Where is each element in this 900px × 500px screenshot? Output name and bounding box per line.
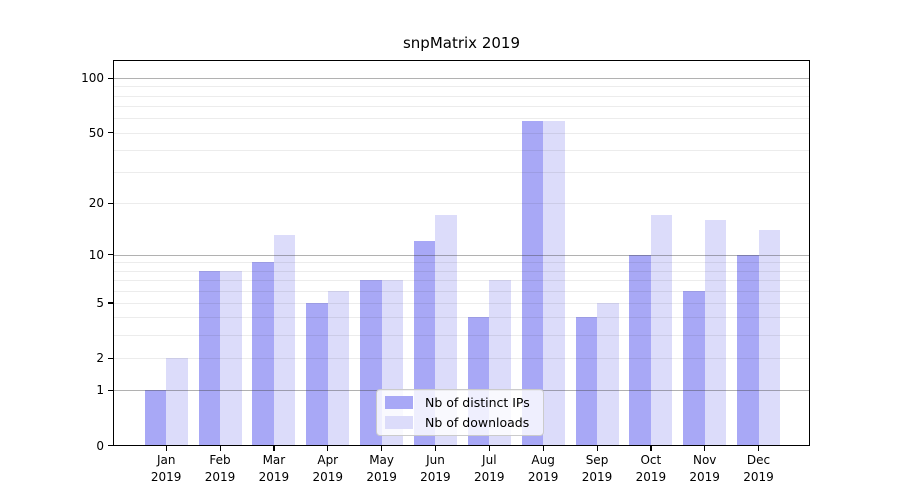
chart-title: snpMatrix 2019 bbox=[402, 34, 520, 52]
x-tick-label-feb: Feb 2019 bbox=[204, 453, 236, 484]
gridline-7 bbox=[114, 279, 809, 281]
bar-downloads-nov bbox=[704, 219, 727, 445]
y-tick-50 bbox=[108, 132, 113, 134]
bar-distinct-ips-sep bbox=[575, 317, 597, 445]
x-tick-jul bbox=[488, 446, 490, 451]
y-tick-label-1: 1 bbox=[96, 383, 104, 398]
x-tick-aug bbox=[542, 446, 544, 451]
x-tick-label-apr: Apr 2019 bbox=[312, 453, 344, 484]
x-tick-label-jul: Jul 2019 bbox=[474, 453, 505, 484]
y-tick-0 bbox=[108, 445, 113, 447]
bar-downloads-apr bbox=[327, 290, 350, 445]
x-tick-label-dec: Dec 2019 bbox=[743, 453, 774, 484]
bar-downloads-oct bbox=[650, 215, 673, 445]
legend-swatch-downloads bbox=[385, 416, 413, 429]
y-tick-2 bbox=[108, 357, 113, 359]
y-tick-1 bbox=[108, 389, 113, 391]
gridline-9 bbox=[114, 262, 809, 264]
x-tick-jan bbox=[165, 446, 167, 451]
y-tick-label-2: 2 bbox=[96, 351, 104, 366]
y-tick-100 bbox=[108, 77, 113, 79]
x-tick-oct bbox=[650, 446, 652, 451]
gridline-6 bbox=[114, 290, 809, 292]
x-tick-jun bbox=[434, 446, 437, 451]
gridline-80 bbox=[114, 95, 809, 97]
x-tick-apr bbox=[327, 446, 329, 451]
bar-downloads-jan bbox=[166, 358, 188, 445]
legend-item-downloads: Nb of downloads bbox=[385, 415, 543, 430]
y-tick-label-50: 50 bbox=[88, 125, 104, 140]
bar-downloads-jun bbox=[435, 215, 457, 445]
bar-downloads-feb bbox=[220, 270, 242, 445]
bar-distinct-ips-dec bbox=[737, 254, 759, 445]
gridline-30 bbox=[114, 172, 809, 174]
bar-downloads-dec bbox=[758, 229, 781, 445]
y-tick-label-20: 20 bbox=[88, 196, 104, 211]
x-tick-label-jun: Jun 2019 bbox=[420, 453, 451, 484]
gridline-70 bbox=[114, 106, 809, 108]
gridline-5 bbox=[114, 302, 809, 304]
x-tick-label-aug: Aug 2019 bbox=[527, 453, 559, 484]
gridline-3 bbox=[114, 335, 809, 337]
bar-distinct-ips-nov bbox=[683, 290, 705, 445]
bar-downloads-aug bbox=[543, 120, 565, 445]
x-tick-label-mar: Mar 2019 bbox=[258, 453, 290, 484]
gridline-2 bbox=[114, 358, 809, 360]
gridline-60 bbox=[114, 118, 809, 120]
x-tick-may bbox=[381, 446, 383, 451]
gridline-100 bbox=[114, 78, 809, 80]
x-tick-sep bbox=[596, 446, 598, 451]
y-tick-label-10: 10 bbox=[88, 247, 104, 262]
gridline-4 bbox=[114, 317, 809, 319]
x-tick-label-nov: Nov 2019 bbox=[689, 453, 720, 484]
x-tick-label-may: May 2019 bbox=[366, 453, 397, 484]
x-tick-mar bbox=[273, 446, 275, 451]
y-tick-20 bbox=[108, 202, 113, 204]
gridline-10 bbox=[114, 254, 809, 256]
legend-label-distinct-ips: Nb of distinct IPs bbox=[425, 395, 530, 410]
bar-distinct-ips-apr bbox=[306, 302, 328, 445]
legend-label-downloads: Nb of downloads bbox=[425, 415, 530, 430]
y-tick-10 bbox=[108, 254, 113, 256]
gridline-50 bbox=[114, 132, 809, 134]
y-tick-label-5: 5 bbox=[96, 295, 104, 310]
bar-downloads-mar bbox=[273, 235, 296, 445]
legend-swatch-distinct-ips bbox=[385, 396, 413, 409]
legend: Nb of distinct IPs Nb of downloads bbox=[376, 389, 544, 436]
bar-distinct-ips-feb bbox=[198, 270, 221, 445]
y-tick-5 bbox=[108, 302, 113, 304]
x-tick-label-oct: Oct 2019 bbox=[635, 453, 667, 484]
legend-item-distinct-ips: Nb of distinct IPs bbox=[385, 395, 543, 410]
x-tick-label-sep: Sep 2019 bbox=[581, 453, 613, 484]
y-tick-label-0: 0 bbox=[96, 438, 104, 453]
x-tick-feb bbox=[219, 446, 221, 451]
x-tick-label-jan: Jan 2019 bbox=[150, 453, 182, 484]
bar-downloads-sep bbox=[597, 302, 619, 445]
gridline-8 bbox=[114, 270, 809, 272]
y-tick-label-100: 100 bbox=[81, 71, 104, 86]
gridline-40 bbox=[114, 149, 809, 151]
x-tick-nov bbox=[704, 446, 706, 451]
gridline-20 bbox=[114, 203, 809, 205]
bar-distinct-ips-jan bbox=[144, 390, 167, 445]
bar-distinct-ips-mar bbox=[252, 262, 274, 445]
gridline-90 bbox=[114, 86, 809, 88]
bar-distinct-ips-aug bbox=[521, 120, 544, 445]
x-tick-dec bbox=[758, 446, 760, 451]
bar-distinct-ips-oct bbox=[629, 254, 651, 445]
